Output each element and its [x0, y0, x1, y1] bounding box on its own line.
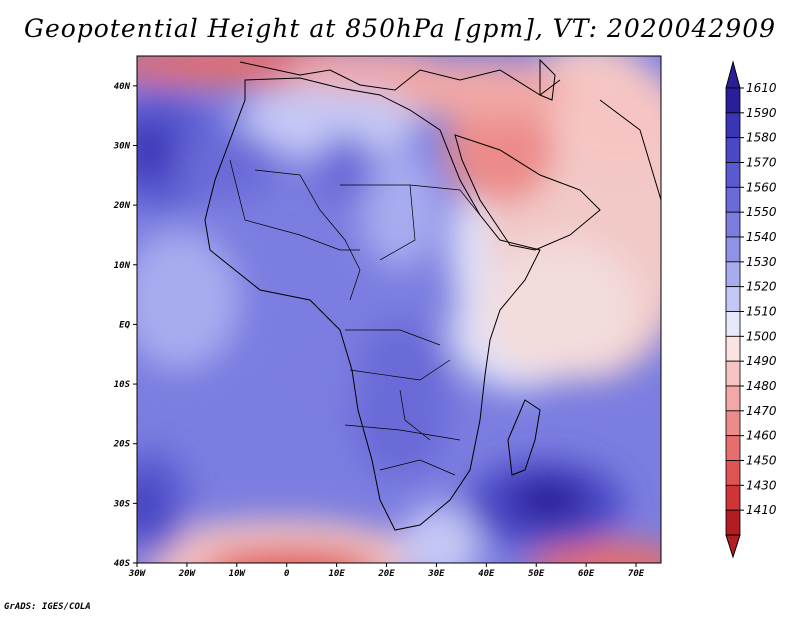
y-tick-label: 20N [113, 201, 131, 211]
colorbar-top-arrow [725, 60, 741, 89]
x-tick-label: 20W [178, 569, 197, 579]
colorbar-label: 1550 [746, 205, 777, 219]
colorbar-segment [725, 335, 741, 362]
x-axis: 30W 20W 10W 0 10E 20E 30E 40E 50E 60E 70E [128, 563, 645, 579]
colorbar-label: 1560 [746, 180, 777, 194]
colorbar-segment [725, 311, 741, 337]
colorbar-segment [725, 112, 741, 139]
x-tick-label: 0 [284, 569, 290, 579]
arabia-coastline [454, 134, 601, 251]
colorbar-segment [725, 286, 741, 312]
y-tick-label: 30S [113, 499, 131, 509]
x-tick-label: 10E [328, 569, 345, 579]
colorbar-label: 1570 [746, 156, 777, 170]
colorbar-segment [725, 435, 741, 461]
africa-coastline [204, 77, 541, 531]
country-borders [229, 159, 481, 476]
x-tick-label: 30W [128, 569, 147, 579]
colorbar-segment [725, 211, 741, 238]
colorbar-segment [725, 360, 741, 387]
x-tick-label: 60E [578, 569, 595, 579]
colorbar-label: 1460 [746, 429, 777, 443]
colorbar-label: 1520 [746, 280, 777, 294]
y-tick-label: 20S [113, 440, 131, 450]
y-axis: 40S 30S 20S 10S EQ 10N 20N 30N 40N [113, 82, 137, 569]
colorbar-segment [725, 87, 741, 114]
y-tick-label: EQ [119, 320, 130, 330]
colorbar-segment [725, 410, 741, 437]
coastlines [204, 58, 661, 531]
colorbar-segment [725, 236, 741, 263]
caspian-coastline [539, 58, 556, 101]
y-tick-label: 10S [114, 380, 131, 390]
x-tick-label: 30E [427, 569, 445, 579]
colorbar-label: 1580 [746, 131, 777, 145]
colorbar-segment [725, 460, 741, 486]
colorbar-segment [725, 162, 741, 188]
colorbar-segment [725, 137, 741, 163]
colorbar-label: 1490 [746, 354, 777, 368]
colorbar-segment [725, 385, 741, 412]
colorbar-label: 1430 [746, 478, 777, 492]
plot-frame [136, 55, 662, 564]
colorbar-segment [725, 261, 741, 288]
india-coastline [599, 99, 661, 201]
colorbar-label: 1410 [746, 503, 777, 517]
colorbar-label: 1530 [746, 255, 777, 269]
colorbar-segment [725, 509, 741, 536]
x-tick-label: 20E [377, 569, 395, 579]
credit-text: GrADS: IGES/COLA [4, 602, 91, 612]
colorbar-label: 1510 [746, 305, 777, 319]
colorbar-label: 1480 [746, 379, 777, 393]
colorbar-label: 1450 [746, 454, 777, 468]
colorbar-label: 1470 [746, 404, 777, 418]
colorbar: 1610 1590 1580 1570 1560 1550 1540 1530 1520 1510… [725, 60, 777, 559]
x-tick-label: 10W [229, 569, 247, 579]
colorbar-bottom-arrow [725, 534, 741, 559]
y-tick-label: 40N [114, 82, 131, 92]
y-tick-label: 30N [113, 141, 131, 151]
y-tick-label: 10N [114, 261, 131, 271]
europe-coastline [239, 61, 561, 96]
colorbar-label: 1540 [746, 230, 777, 244]
colorbar-segment [725, 484, 741, 511]
map-title: Geopotential Height at 850hPa [gpm], VT:… [23, 14, 777, 43]
y-tick-label: 40S [114, 559, 131, 569]
colorbar-label: 1610 [746, 81, 777, 95]
x-tick-label: 70E [628, 569, 645, 579]
x-tick-label: 50E [528, 569, 545, 579]
colorbar-segment [725, 186, 741, 213]
height-field [137, 56, 661, 563]
x-tick-label: 40E [478, 569, 495, 579]
colorbar-label: 1500 [746, 329, 777, 343]
colorbar-label: 1590 [746, 106, 777, 120]
madagascar-coastline [507, 399, 541, 476]
